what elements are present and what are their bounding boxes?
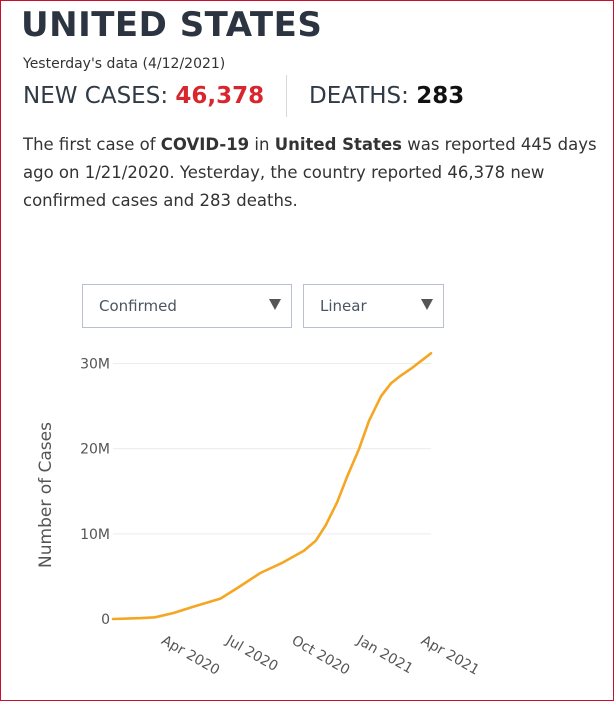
triangle-down-icon	[269, 299, 281, 310]
gridlines	[113, 363, 431, 535]
y-tick-label: 20M	[80, 442, 110, 458]
y-axis-label: Number of Cases	[36, 422, 56, 568]
summary-part: was reported 445 days ago on 1/21/2020. …	[23, 135, 597, 210]
scale-dropdown[interactable]: Linear	[303, 284, 444, 328]
metric-dropdown[interactable]: Confirmed	[82, 284, 292, 328]
y-tick-label: 10M	[80, 527, 110, 543]
summary-part: in	[249, 135, 275, 154]
x-tick-label: Jul 2020	[222, 632, 280, 675]
metric-dropdown-value: Confirmed	[99, 297, 177, 315]
series-layer	[111, 351, 433, 621]
deaths-value: 283	[416, 83, 465, 109]
x-tick-label: Apr 2021	[418, 633, 482, 679]
y-tick-label: 30M	[80, 357, 110, 373]
scale-dropdown-value: Linear	[320, 297, 367, 315]
x-tick-label: Oct 2020	[289, 633, 353, 679]
new-cases-label: NEW CASES:	[23, 83, 169, 109]
y-tick-label: 0	[101, 612, 110, 628]
stat-divider	[286, 75, 287, 117]
country-title: UNITED STATES	[21, 5, 323, 45]
deaths-label: DEATHS:	[309, 83, 409, 109]
summary-country: United States	[274, 135, 402, 154]
summary-disease: COVID-19	[160, 135, 250, 154]
cases-line-chart: 0 10M 20M 30M Apr 2020 Jul 2020 Oct 2020 Jan 2…	[36, 351, 482, 679]
x-tick-label: Apr 2020	[159, 633, 223, 679]
deaths-stat: DEATHS: 283	[309, 83, 464, 109]
stats-row: NEW CASES: 46,378 DEATHS: 283	[23, 75, 464, 117]
data-date-label: Yesterday's data (4/12/2021)	[23, 56, 226, 72]
x-tick-label: Jan 2021	[353, 632, 415, 677]
new-cases-value: 46,378	[175, 83, 265, 109]
y-axis-ticks: 0 10M 20M 30M	[80, 357, 110, 628]
x-axis-ticks: Apr 2020 Jul 2020 Oct 2020 Jan 2021 Apr 2021	[159, 632, 482, 679]
cases-series-line	[111, 351, 433, 621]
new-cases-stat: NEW CASES: 46,378	[23, 83, 264, 109]
triangle-down-icon	[421, 299, 433, 310]
summary-text: The first case of COVID-19 in United Sta…	[23, 131, 608, 215]
summary-part: The first case of	[23, 135, 161, 154]
